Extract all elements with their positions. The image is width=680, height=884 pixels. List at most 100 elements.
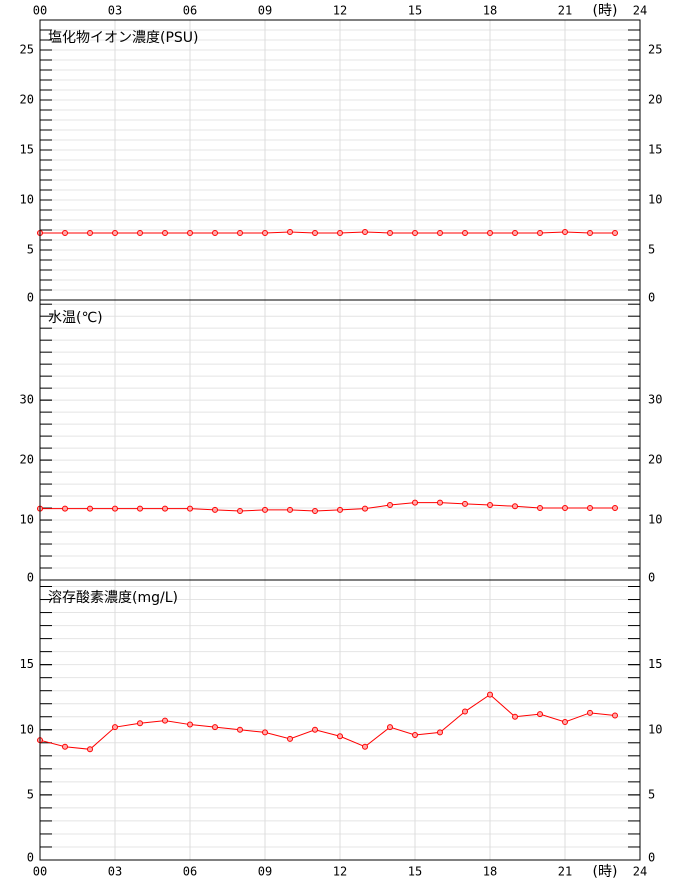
y-tick-label: 10 [20,722,34,736]
data-point [362,505,368,512]
data-line [39,693,616,750]
y-tick-label: 5 [27,787,34,801]
data-point [387,502,393,509]
data-point [612,505,618,512]
y-tick-label: 0 [27,571,34,585]
data-point [562,229,568,235]
data-point [287,735,293,742]
x-tick-label: 24 [633,4,647,18]
data-point [162,505,168,512]
data-point [112,505,118,512]
x-axis-unit: (時) [593,3,618,19]
panel-title: 水温(℃) [48,310,103,326]
data-point [62,743,68,750]
data-point [237,230,243,236]
y-tick-label: 0 [648,291,655,305]
data-point [187,505,193,512]
data-point [412,499,418,506]
data-point [162,230,168,236]
data-point [562,505,568,512]
y-tick-label: 0 [27,291,34,305]
y-tick-label: 0 [27,851,34,865]
data-point [487,691,493,698]
data-point [337,733,343,740]
data-point [437,729,443,736]
x-tick-label: 15 [408,865,422,879]
data-point [137,505,143,512]
data-point [62,505,68,512]
data-point [212,724,218,731]
data-point [587,505,593,512]
data-point [237,508,243,515]
y-tick-label: 30 [20,393,34,407]
panel-title: 塩化物イオン濃度(PSU) [48,30,199,46]
y-tick-label: 20 [20,453,34,467]
data-point [437,230,443,236]
data-point [462,500,468,507]
y-tick-label: 20 [648,453,662,467]
y-tick-label: 20 [20,93,34,107]
x-tick-label: 21 [558,4,572,18]
data-point [312,508,318,515]
data-point [612,712,618,719]
x-tick-label: 12 [333,865,347,879]
panel-title: 溶存酸素濃度(mg/L) [48,590,178,606]
y-tick-label: 0 [648,851,655,865]
data-point [487,230,493,236]
y-tick-label: 10 [648,513,662,527]
data-point [587,709,593,716]
y-tick-label: 5 [648,787,655,801]
data-point [412,230,418,236]
y-tick-label: 15 [648,657,662,671]
data-line [40,231,615,234]
y-tick-label: 10 [20,193,34,207]
y-tick-label: 15 [648,143,662,157]
data-point [337,506,343,513]
x-tick-label: 06 [183,865,197,879]
data-point [387,230,393,236]
data-point [537,230,543,236]
data-point [137,720,143,727]
data-point [137,230,143,236]
data-point [262,729,268,736]
data-point [412,731,418,738]
data-point [512,230,518,236]
y-tick-label: 30 [648,393,662,407]
x-tick-label: 18 [483,865,497,879]
y-tick-label: 25 [20,43,34,57]
data-point [187,230,193,236]
data-point [362,229,368,235]
data-point [487,502,493,509]
x-tick-label: 00 [33,4,47,18]
x-tick-label: 21 [558,865,572,879]
y-tick-label: 25 [648,43,662,57]
data-point [312,230,318,236]
data-point [287,506,293,513]
data-point [537,711,543,718]
data-point [87,230,93,236]
data-point [362,743,368,750]
x-tick-label: 15 [408,4,422,18]
data-point [437,499,443,506]
x-tick-label: 06 [183,4,197,18]
y-tick-label: 5 [27,243,34,257]
panel-frame [39,579,641,861]
y-tick-label: 10 [648,193,662,207]
data-point [212,506,218,513]
data-point [262,230,268,236]
y-tick-label: 10 [20,513,34,527]
data-point [562,718,568,725]
data-point [112,230,118,236]
data-point [212,230,218,236]
data-point [462,230,468,236]
data-point [62,230,68,236]
data-point [162,717,168,724]
data-point [512,713,518,720]
x-tick-label: 00 [33,865,47,879]
x-axis-unit: (時) [593,864,618,880]
data-point [262,506,268,513]
x-tick-label: 09 [258,865,272,879]
y-tick-label: 10 [648,722,662,736]
y-tick-label: 15 [20,143,34,157]
